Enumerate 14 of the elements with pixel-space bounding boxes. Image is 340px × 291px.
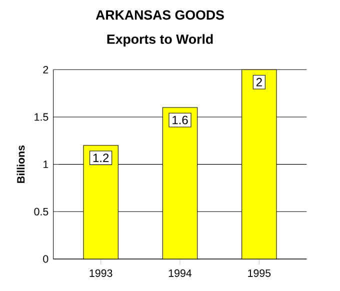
y-tick-label: 1 bbox=[44, 160, 48, 168]
x-tick-label: 1995 bbox=[248, 269, 271, 277]
y-axis-title: Billions bbox=[16, 145, 25, 183]
x-tick-label: 1994 bbox=[168, 269, 192, 277]
y-tick-label: 1.5 bbox=[34, 113, 48, 121]
x-tick-label: 1993 bbox=[90, 269, 112, 277]
y-tick-label: 2 bbox=[43, 66, 48, 74]
chart-subtitle: Exports to World bbox=[107, 34, 213, 47]
y-tick-label: 0 bbox=[43, 255, 48, 263]
data-label: 1.2 bbox=[93, 154, 109, 162]
y-tick-label: 0.5 bbox=[34, 208, 48, 216]
data-label: 1.6 bbox=[172, 116, 188, 124]
data-label: 2 bbox=[256, 78, 262, 86]
chart-title: ARKANSAS GOODS bbox=[96, 10, 224, 20]
